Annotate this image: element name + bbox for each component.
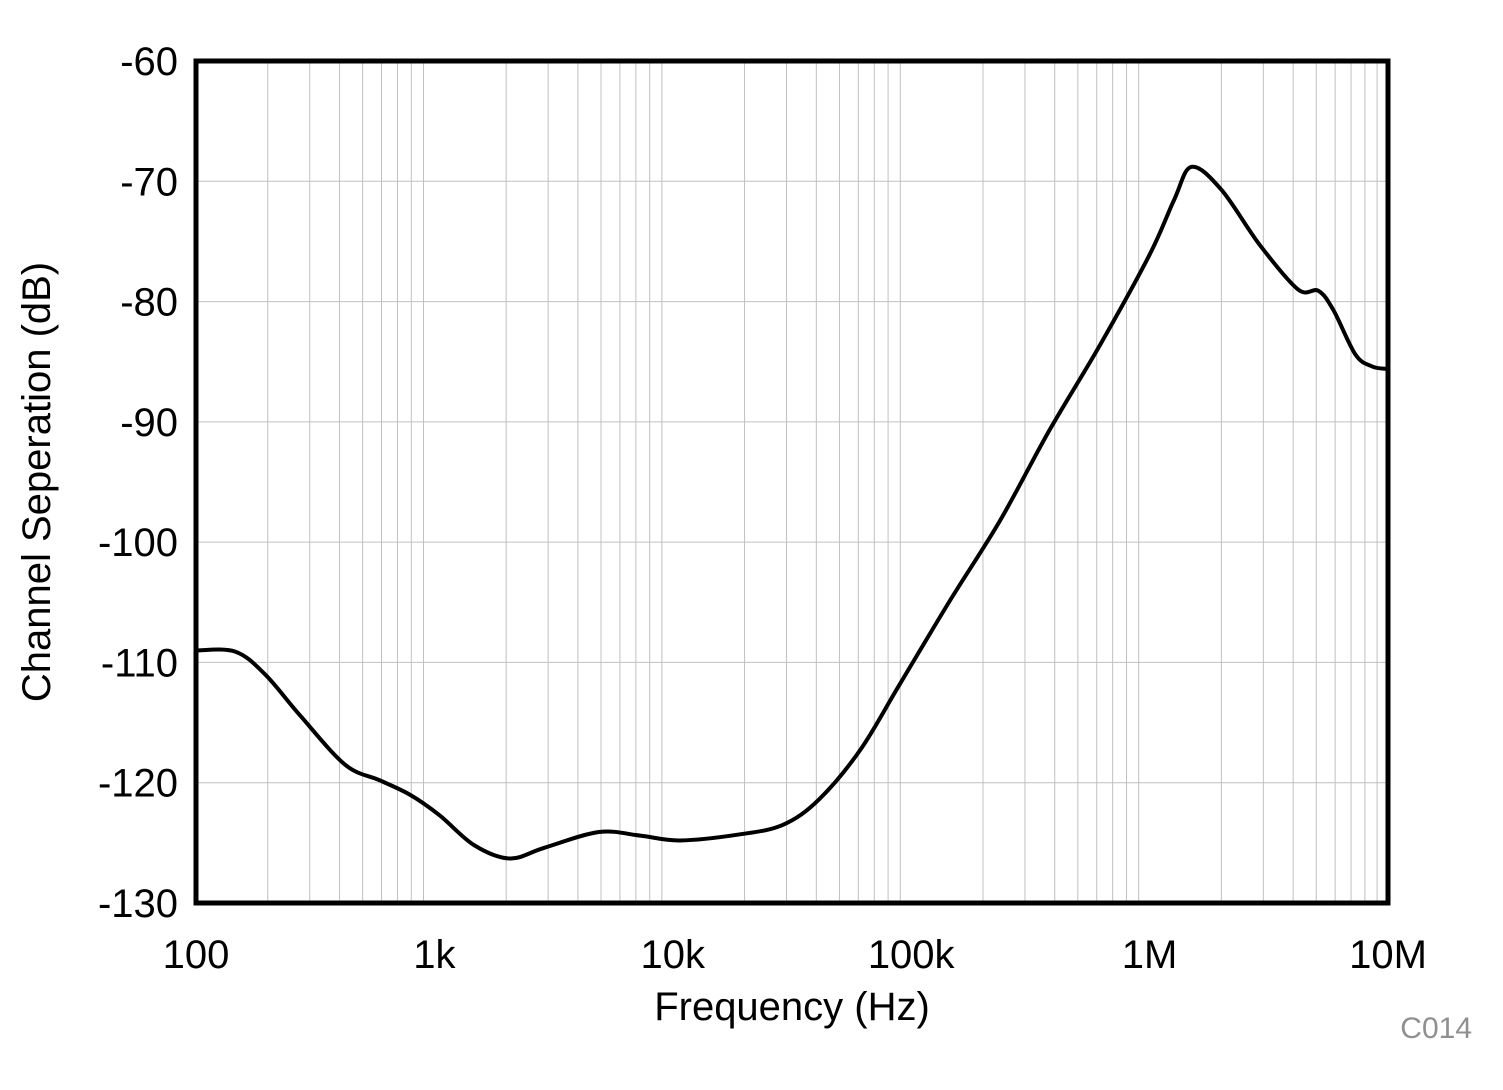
y-tick-label: -60	[120, 40, 178, 84]
y-tick-label: -70	[120, 160, 178, 204]
y-tick-label: -90	[120, 401, 178, 445]
x-tick-label: 1M	[1122, 933, 1178, 977]
x-axis-label: Frequency (Hz)	[654, 985, 930, 1029]
y-tick-label: -120	[98, 762, 178, 806]
y-tick-label: -110	[101, 641, 178, 685]
grid	[196, 60, 1388, 904]
y-axis-label: Channel Seperation (dB)	[15, 262, 59, 702]
y-tick-label: -100	[98, 521, 178, 565]
y-tick-label: -130	[98, 882, 178, 926]
series-points	[196, 166, 1389, 859]
plot-frame	[193, 58, 1391, 906]
x-tick-label: 100	[163, 933, 230, 977]
x-tick-label: 1k	[413, 933, 456, 977]
x-tick-label: 10M	[1349, 933, 1427, 977]
x-tick-label: 100k	[868, 933, 956, 977]
figure-id-watermark: C014	[1400, 1012, 1472, 1045]
x-tick-labels: 100 1k 10k 100k 1M 10M	[163, 933, 1427, 977]
x-tick-label: 10k	[641, 933, 706, 977]
y-tick-labels: -60 -70 -80 -90 -100 -110 -120 -130	[98, 40, 178, 926]
series-line	[195, 164, 1389, 861]
y-tick-label: -80	[120, 281, 178, 325]
